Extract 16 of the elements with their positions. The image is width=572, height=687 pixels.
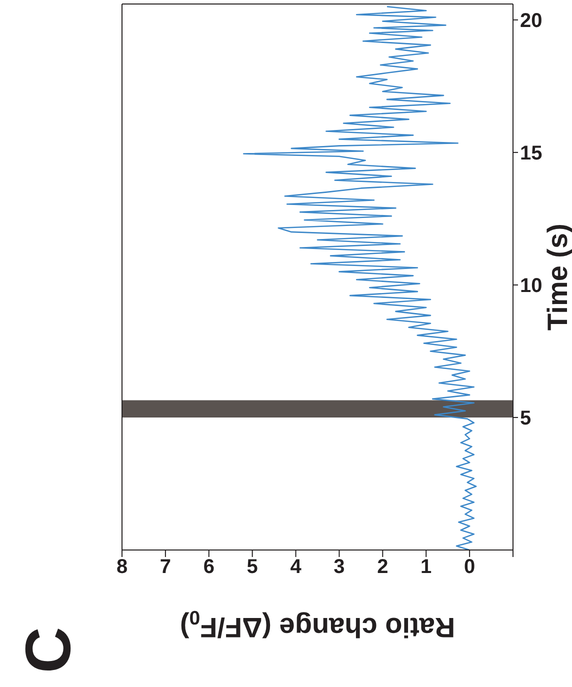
text: C bbox=[12, 626, 84, 674]
x-tick-label: 7 bbox=[160, 556, 172, 578]
y-tick-label: 20 bbox=[520, 10, 542, 32]
y-axis-title: Time (s) bbox=[542, 224, 572, 330]
y-tick-label: 10 bbox=[520, 275, 542, 298]
line-series bbox=[242, 6, 477, 550]
x-tick-label: 2 bbox=[377, 556, 388, 578]
y-tick-label: 5 bbox=[520, 408, 532, 430]
x-tick-label: 5 bbox=[246, 556, 258, 578]
x-tick-label: 6 bbox=[203, 556, 214, 578]
x-tick-label: 8 bbox=[116, 556, 128, 578]
x-tick-label: 3 bbox=[334, 556, 345, 578]
x-tick-label: 1 bbox=[420, 556, 432, 578]
x-tick-label: 4 bbox=[290, 556, 302, 578]
y-tick-label: 15 bbox=[520, 142, 542, 165]
x-tick-label: 0 bbox=[464, 556, 476, 578]
